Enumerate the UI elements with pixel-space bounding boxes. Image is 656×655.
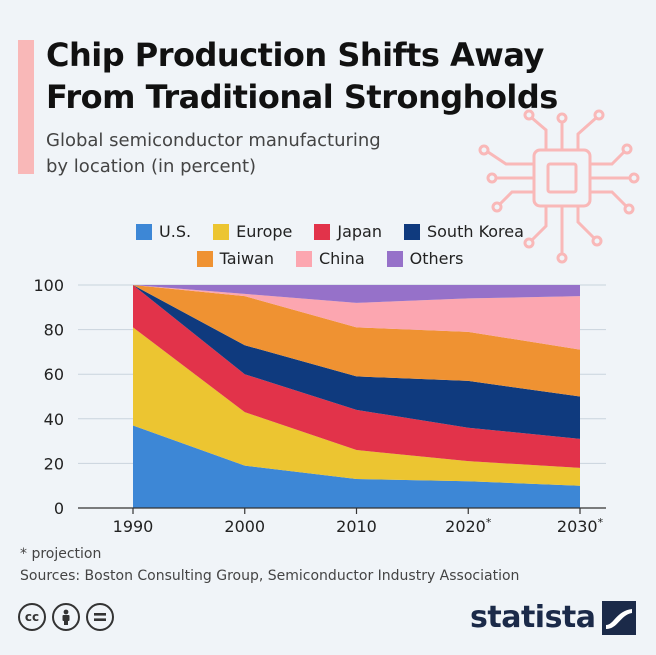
legend-item-us: U.S. <box>136 222 191 241</box>
legend-label-china: China <box>318 249 365 268</box>
accent-bar <box>18 40 34 174</box>
y-tick-label: 40 <box>44 410 64 429</box>
footnotes: * projection Sources: Boston Consulting … <box>20 543 519 587</box>
title-line-2: From Traditional Strongholds <box>46 78 558 116</box>
circuit-chip-icon <box>478 109 640 264</box>
legend-swatch-us <box>136 223 153 240</box>
legend-row-1: U.S. Europe Japan South Korea <box>60 222 600 241</box>
projection-note: * projection <box>20 546 102 562</box>
legend-item-others: Others <box>386 249 464 268</box>
by-person-icon[interactable] <box>52 603 80 631</box>
person-glyph-icon <box>62 609 70 625</box>
legend-label-us: U.S. <box>159 222 192 241</box>
page-subtitle: Global semiconductor manufacturing by lo… <box>46 128 466 180</box>
legend-swatch-china <box>295 250 312 267</box>
legend-item-china: China <box>295 249 365 268</box>
legend-row-2: Taiwan China Others <box>60 249 600 268</box>
area-series-china <box>133 285 580 350</box>
cc-icon[interactable]: cc <box>18 603 46 631</box>
legend-swatch-others <box>386 250 403 267</box>
equals-glyph-icon <box>94 613 106 621</box>
subtitle-line-2: by location (in percent) <box>46 156 257 177</box>
x-tick-label: 2010 <box>336 517 377 536</box>
stacked-area-chart: 0 20 40 60 80 100 1990 2000 2010 2020* 2030* <box>33 276 606 536</box>
x-tick-label: 1990 <box>113 517 154 536</box>
area-series-taiwan <box>133 285 580 397</box>
statista-mark-icon <box>601 600 636 635</box>
x-tick-label: 2000 <box>224 517 265 536</box>
legend-item-south-korea: South Korea <box>403 222 524 241</box>
y-tick-label: 20 <box>44 454 64 473</box>
legend-swatch-taiwan <box>196 250 213 267</box>
area-series-u-s <box>133 425 580 508</box>
statista-logo[interactable]: statista <box>470 600 636 635</box>
x-tick-label: 2030* <box>557 516 604 536</box>
legend-label-others: Others <box>409 249 464 268</box>
y-tick-label: 0 <box>54 499 64 518</box>
area-series-south-korea <box>133 285 580 439</box>
license-icons: cc <box>18 603 114 631</box>
sources-note: Sources: Boston Consulting Group, Semico… <box>20 568 520 584</box>
axes: 0 20 40 60 80 100 1990 2000 2010 2020* 2030* <box>33 276 606 536</box>
chart-legend: U.S. Europe Japan South Korea Taiwan Chi… <box>60 222 600 276</box>
legend-label-japan: Japan <box>337 222 382 241</box>
legend-swatch-japan <box>314 223 331 240</box>
area-layers <box>133 285 580 508</box>
page-title: Chip Production Shifts Away From Traditi… <box>46 34 606 118</box>
legend-swatch-south-korea <box>403 223 420 240</box>
subtitle-line-1: Global semiconductor manufacturing <box>46 130 381 151</box>
x-tick-label: 2020* <box>445 516 492 536</box>
legend-item-taiwan: Taiwan <box>196 249 274 268</box>
y-tick-label: 100 <box>33 276 64 295</box>
brand-name: statista <box>470 600 596 635</box>
nd-equals-icon[interactable] <box>86 603 114 631</box>
legend-swatch-europe <box>213 223 230 240</box>
y-tick-label: 80 <box>44 321 64 340</box>
y-tick-label: 60 <box>44 365 64 384</box>
legend-label-taiwan: Taiwan <box>219 249 274 268</box>
title-line-1: Chip Production Shifts Away <box>46 36 544 74</box>
legend-label-south-korea: South Korea <box>426 222 524 241</box>
area-series-japan <box>133 285 580 468</box>
area-series-europe <box>133 327 580 486</box>
legend-item-europe: Europe <box>213 222 292 241</box>
legend-label-europe: Europe <box>236 222 293 241</box>
legend-item-japan: Japan <box>314 222 382 241</box>
